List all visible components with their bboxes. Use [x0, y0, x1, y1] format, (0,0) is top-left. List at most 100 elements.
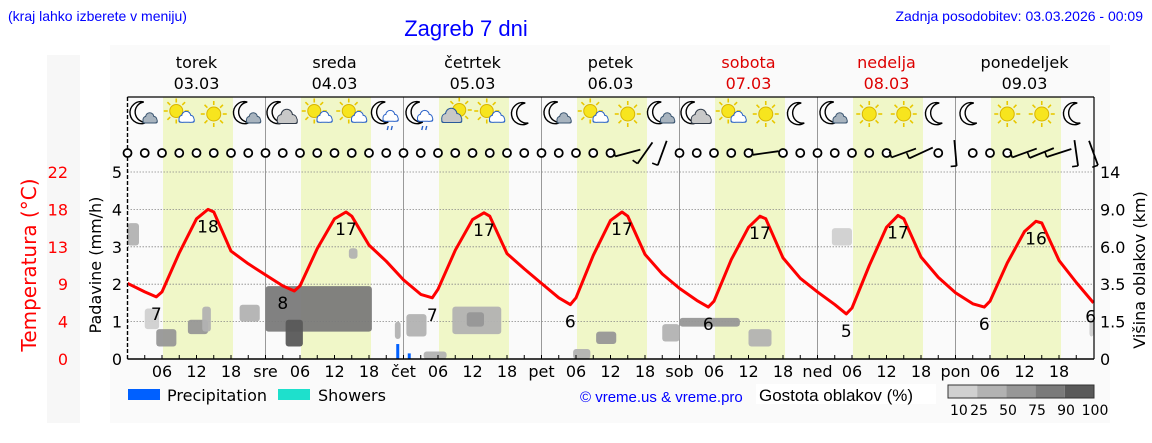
temperature-label: 18 — [197, 217, 219, 237]
sun-ray — [1047, 104, 1052, 109]
density-label: 10 — [950, 403, 968, 419]
cloud-patch — [144, 308, 160, 330]
wind-barb-shaft — [1046, 148, 1072, 158]
sun-cloud-icon — [301, 98, 333, 124]
moon-shape — [959, 101, 978, 126]
wind-calm-icon — [139, 148, 150, 158]
x-hour-label: 18 — [497, 362, 517, 381]
precipitation-tick-label: 3 — [112, 238, 122, 257]
x-hour-label: 18 — [1049, 362, 1069, 381]
x-hour-label: 06 — [704, 362, 724, 381]
sun-ray — [219, 104, 224, 109]
temperature-label: 8 — [277, 294, 288, 314]
sun-ray — [859, 119, 864, 124]
wind-calm-icon — [312, 148, 323, 158]
rain-drop — [421, 125, 424, 131]
moon-cloud-big-icon — [680, 100, 712, 125]
page-title: Zagreb 7 dni — [404, 16, 528, 41]
temperature-tick-label: 4 — [58, 313, 68, 332]
wind-barb-icon — [612, 148, 641, 158]
last-updated: Zadnja posodobitev: 03.03.2026 - 00:09 — [895, 8, 1143, 24]
temperature-label: 7 — [427, 306, 438, 326]
day-name: torek — [176, 53, 218, 72]
sun-ray — [633, 104, 638, 109]
x-day-label: čet — [391, 362, 416, 381]
temperature-axis-title: Temperatura (°C) — [17, 178, 41, 352]
wind-calm-icon — [295, 148, 305, 158]
temperature-label: 17 — [473, 221, 495, 241]
cloud-height-tick-label: 3.5 — [1100, 275, 1125, 294]
wind-barb-tick — [1072, 165, 1079, 168]
x-hour-label: 06 — [980, 362, 1000, 381]
x-hour-label: 18 — [635, 362, 655, 381]
cloud-patch — [394, 321, 401, 340]
wind-calm-icon — [726, 148, 737, 158]
temperature-line — [126, 207, 1095, 316]
cloud-patch — [831, 228, 852, 246]
moon-shape — [405, 100, 424, 125]
x-hour-label: 12 — [600, 362, 620, 381]
day-name: ponedeljek — [981, 53, 1070, 72]
sun-ray — [339, 101, 344, 106]
wind-barb-shaft — [1011, 147, 1038, 159]
sun-ray — [893, 119, 898, 124]
x-hour-label: 18 — [359, 362, 379, 381]
wind-barb-tick — [950, 165, 957, 168]
wind-calm-icon — [467, 148, 478, 158]
day-date: 09.03 — [1002, 74, 1048, 93]
temperature-tick-label: 0 — [58, 350, 68, 369]
wind-calm-icon — [553, 148, 564, 158]
wind-barb-icon — [751, 148, 779, 156]
cloud-fill — [691, 118, 711, 123]
wind-calm-icon — [364, 148, 374, 158]
wind-barb-icon — [1088, 140, 1099, 169]
wind-calm-icon — [381, 148, 392, 158]
cloud-patch — [127, 223, 139, 246]
moon-rain-icon — [370, 100, 399, 131]
x-hour-label: 18 — [773, 362, 793, 381]
rain-drop — [386, 125, 389, 131]
precipitation-tick-label: 4 — [112, 200, 122, 219]
rain-drop — [425, 125, 428, 131]
temperature-tick-label: 13 — [48, 238, 68, 257]
sun-ray — [718, 116, 723, 121]
wind-calm-icon — [795, 148, 806, 158]
temperature-label: 17 — [887, 223, 909, 243]
day-name: sreda — [312, 53, 356, 72]
cloud-patch — [202, 306, 211, 332]
wind-barb-tick — [905, 152, 910, 159]
moon-shape — [786, 101, 805, 126]
location-hint[interactable]: (kraj lahko izberete v meniju) — [8, 8, 187, 24]
cloud-sun-icon — [441, 97, 472, 123]
cloud-fill — [383, 117, 398, 121]
cloud-patch — [573, 349, 591, 359]
wind-calm-icon — [588, 148, 599, 158]
copyright-link[interactable]: © vreme.us & vreme.pro — [580, 389, 743, 406]
cloud-patch — [748, 329, 772, 347]
density-swatch — [1035, 385, 1065, 398]
wind-barb-icon — [1044, 148, 1072, 158]
temperature-label: 17 — [611, 220, 633, 240]
cloud-density-title-bg — [756, 384, 936, 404]
moon-rain-icon — [405, 100, 434, 131]
x-day-label: sre — [253, 362, 277, 381]
cloud-patch — [679, 317, 740, 327]
cloud-patch — [423, 351, 447, 359]
sun-ray — [1013, 119, 1018, 124]
sun-disc — [861, 106, 877, 122]
cloud-fill — [557, 119, 571, 123]
temperature-label: 6 — [1085, 308, 1096, 328]
day-date: 07.03 — [726, 74, 772, 93]
sun-icon — [994, 101, 1021, 127]
sun-ray — [166, 116, 171, 121]
wind-calm-icon — [812, 148, 823, 158]
cloud-fill — [418, 117, 433, 121]
temperature-label: 6 — [703, 315, 714, 335]
x-hour-label: 06 — [290, 362, 310, 381]
density-frame — [947, 384, 1095, 399]
cloud-patch — [239, 304, 260, 322]
precipitation-tick-label: 0 — [112, 350, 122, 369]
cloud-fill — [179, 118, 194, 122]
wind-barb-icon — [1072, 140, 1079, 168]
cloud-patch — [156, 329, 177, 347]
